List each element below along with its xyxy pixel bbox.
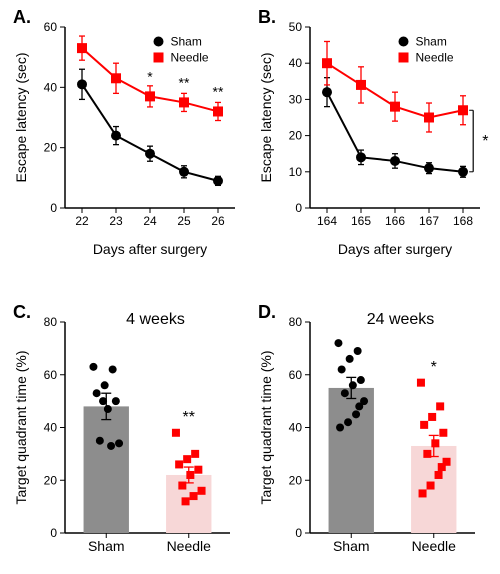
svg-text:**: ** (213, 83, 224, 99)
svg-text:4 weeks: 4 weeks (126, 311, 185, 328)
svg-text:80: 80 (289, 315, 303, 329)
svg-text:40: 40 (44, 421, 58, 435)
svg-text:0: 0 (295, 526, 302, 540)
svg-text:20: 20 (44, 473, 58, 487)
panel-label: B. (258, 7, 276, 27)
svg-text:164: 164 (317, 214, 337, 228)
svg-text:40: 40 (289, 56, 303, 70)
svg-text:24: 24 (143, 214, 157, 228)
panel-c: C. 0 20 40 60 80 Target quadrant time (%) 4 wee… (10, 300, 245, 565)
svg-text:167: 167 (419, 214, 439, 228)
panel-b: B. 0 10 20 30 40 50 164 165 166 167 168Days after s… (255, 5, 490, 260)
svg-text:168: 168 (453, 214, 473, 228)
svg-text:20: 20 (44, 141, 58, 155)
svg-text:20: 20 (289, 129, 303, 143)
svg-text:**: ** (183, 409, 195, 426)
svg-text:Sham: Sham (333, 538, 370, 554)
svg-text:Days after surgery: Days after surgery (93, 241, 207, 257)
svg-text:*: * (431, 359, 437, 376)
svg-text:Sham: Sham (416, 34, 447, 48)
svg-text:20: 20 (289, 473, 303, 487)
svg-text:Needle: Needle (416, 50, 454, 64)
svg-text:C.: C. (13, 302, 31, 322)
panel-d: D. 0 20 40 60 80 Target quadrant time (%) 24 we… (255, 300, 490, 565)
panel-label: A. (13, 7, 31, 27)
svg-text:*: * (147, 68, 153, 84)
svg-text:Escape latency (sec): Escape latency (sec) (258, 53, 274, 183)
svg-text:Target quadrant time (%): Target quadrant time (%) (13, 350, 29, 504)
svg-text:25: 25 (177, 214, 191, 228)
svg-text:166: 166 (385, 214, 405, 228)
svg-text:*: * (482, 133, 488, 150)
svg-text:26: 26 (211, 214, 225, 228)
svg-text:D.: D. (258, 302, 276, 322)
figure-container: { "panelA":{ "label":"A.", "type":"line"… (0, 0, 500, 574)
svg-text:60: 60 (44, 368, 58, 382)
svg-text:60: 60 (44, 20, 58, 34)
svg-text:Days after surgery: Days after surgery (338, 241, 452, 257)
svg-text:Needle: Needle (412, 538, 457, 554)
svg-text:50: 50 (289, 20, 303, 34)
svg-text:Target quadrant time (%): Target quadrant time (%) (258, 350, 274, 504)
panel-a: A. 0 20 40 60 22 23 24 25 26 Days after surgery Esc… (10, 5, 245, 260)
svg-text:10: 10 (289, 165, 303, 179)
svg-text:Sham: Sham (171, 34, 202, 48)
svg-text:0: 0 (50, 526, 57, 540)
svg-text:165: 165 (351, 214, 371, 228)
svg-text:**: ** (179, 74, 190, 90)
svg-text:0: 0 (295, 201, 302, 215)
svg-text:24 weeks: 24 weeks (367, 311, 435, 328)
svg-text:30: 30 (289, 92, 303, 106)
svg-text:80: 80 (44, 315, 58, 329)
svg-text:Sham: Sham (88, 538, 125, 554)
svg-text:22: 22 (75, 214, 89, 228)
svg-text:40: 40 (289, 421, 303, 435)
svg-text:40: 40 (44, 80, 58, 94)
svg-text:23: 23 (109, 214, 123, 228)
svg-text:Needle: Needle (167, 538, 212, 554)
svg-text:60: 60 (289, 368, 303, 382)
svg-text:0: 0 (50, 201, 57, 215)
svg-text:Needle: Needle (171, 50, 209, 64)
svg-text:Escape latency (sec): Escape latency (sec) (13, 53, 29, 183)
